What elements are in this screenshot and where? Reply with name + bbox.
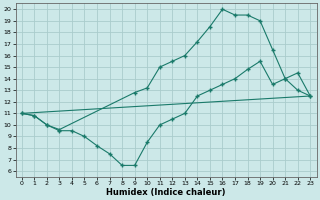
X-axis label: Humidex (Indice chaleur): Humidex (Indice chaleur)	[106, 188, 226, 197]
